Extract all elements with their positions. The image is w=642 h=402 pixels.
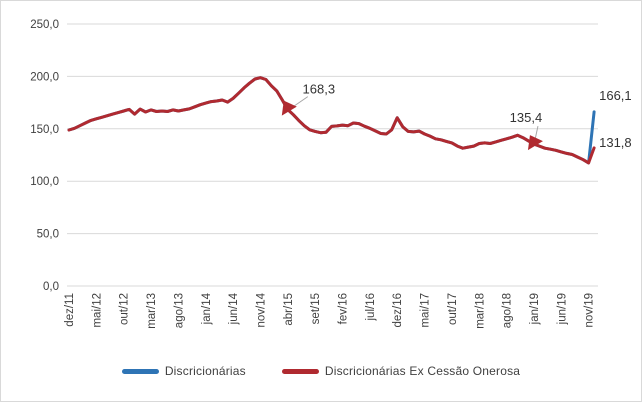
y-tick-label: 0,0	[43, 281, 59, 293]
x-tick-label: jan/19	[529, 293, 541, 325]
y-tick-label: 50,0	[37, 229, 59, 241]
annotation-label: 131,8	[599, 135, 632, 150]
legend-item-ex-cessao-onerosa: Discricionárias Ex Cessão Onerosa	[281, 364, 521, 378]
x-tick-label: jan/14	[201, 292, 213, 325]
x-tick-label: nov/19	[584, 293, 596, 328]
chart-legend: Discricionárias Discricionárias Ex Cessã…	[1, 364, 641, 378]
x-tick-label: mar/13	[146, 293, 158, 329]
y-tick-label: 150,0	[30, 124, 59, 136]
x-tick-label: dez/16	[392, 293, 404, 328]
annotation-label: 166,1	[599, 88, 632, 103]
annotation-label: 135,4	[510, 110, 543, 125]
x-tick-label: set/15	[310, 293, 322, 324]
legend-item-discricionarias: Discricionárias	[121, 364, 246, 378]
x-tick-label: out/17	[447, 293, 459, 325]
x-tick-label: mai/12	[91, 293, 103, 328]
y-tick-label: 250,0	[30, 19, 59, 31]
x-tick-label: jun/19	[556, 293, 568, 325]
legend-label-discricionarias: Discricionárias	[164, 364, 246, 378]
y-tick-label: 200,0	[30, 71, 59, 83]
x-tick-label: ago/18	[502, 293, 514, 328]
annotations: 168,3 135,4 166,1 131,8	[281, 82, 632, 151]
x-tick-label: fev/16	[338, 293, 350, 324]
x-tick-label: mai/17	[420, 293, 432, 328]
x-tick-label: mar/18	[474, 293, 486, 329]
x-axis-labels: dez/11 mai/12 out/12 mar/13 ago/13 jan/14 jun/…	[64, 292, 596, 328]
legend-label-ex-cessao-onerosa: Discricionárias Ex Cessão Onerosa	[324, 364, 521, 378]
x-tick-label: out/12	[119, 293, 131, 325]
x-tick-label: abr/15	[283, 293, 295, 326]
annotation-marker-triangle	[281, 100, 297, 116]
legend-line-sample-blue	[121, 368, 159, 374]
x-tick-label: jun/14	[228, 292, 240, 325]
x-tick-label: dez/11	[64, 293, 76, 327]
annotation-marker-triangle	[527, 135, 543, 151]
legend-line-sample-red	[281, 368, 319, 374]
x-tick-label: ago/13	[173, 293, 185, 328]
x-tick-label: jul/16	[365, 293, 377, 322]
x-tick-label: nov/14	[255, 292, 267, 327]
series-line-ex-cessao-onerosa	[67, 76, 596, 165]
gridlines	[67, 23, 598, 287]
y-axis-labels: 0,0 50,0 100,0 150,0 200,0 250,0	[30, 19, 59, 293]
y-tick-label: 100,0	[30, 176, 59, 188]
annotation-label: 168,3	[303, 82, 336, 97]
